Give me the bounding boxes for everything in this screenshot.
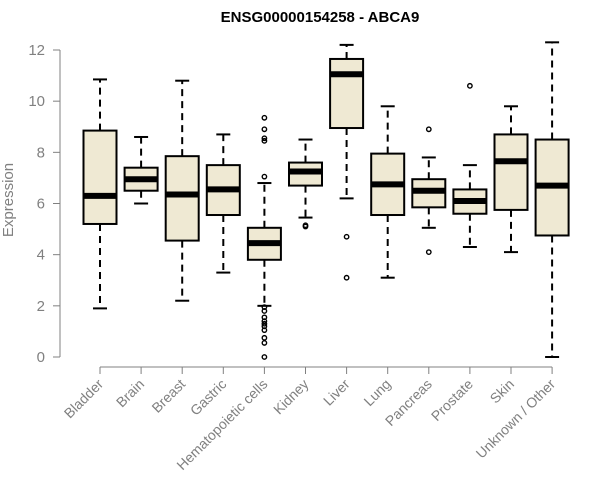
y-tick-label: 0 <box>37 349 45 366</box>
outlier-point <box>425 249 432 256</box>
x-tick-label: Lung <box>360 376 393 409</box>
outlier-point <box>261 114 268 121</box>
y-tick-label: 8 <box>37 144 45 161</box>
outlier-point <box>261 334 268 341</box>
x-tick-label: Skin <box>487 376 518 407</box>
box-group <box>246 114 282 360</box>
outlier-point <box>261 126 268 133</box>
outlier-point <box>261 340 268 346</box>
outlier-point <box>261 137 268 144</box>
box-group <box>329 43 365 281</box>
outlier-point <box>261 354 268 360</box>
outlier-point <box>261 320 268 327</box>
x-tick-label: Kidney <box>270 376 312 418</box>
box-group <box>205 133 241 274</box>
x-tick-label: Bladder <box>61 376 107 422</box>
outlier-point <box>261 173 268 180</box>
box-iqr <box>164 155 200 242</box>
box-group <box>370 105 406 279</box>
box-iqr <box>82 129 118 225</box>
outlier-point <box>425 126 432 133</box>
x-tick-label: Liver <box>320 376 353 409</box>
chart-title: ENSG00000154258 - ABCA9 <box>221 9 420 26</box>
outlier-point <box>261 318 268 325</box>
box-group <box>123 135 159 205</box>
outlier-point <box>261 327 268 334</box>
box-group <box>82 78 118 310</box>
y-tick-label: 6 <box>37 196 45 213</box>
x-tick-label: Breast <box>148 376 188 416</box>
box-iqr <box>329 57 365 130</box>
plot-area <box>82 41 570 360</box>
y-tick-label: 10 <box>28 93 45 110</box>
outlier-point <box>466 82 473 89</box>
y-tick-label: 2 <box>37 298 45 315</box>
outlier-point <box>343 233 350 240</box>
outlier-point <box>343 274 350 281</box>
box-group <box>411 126 447 256</box>
box-group <box>493 105 529 254</box>
outlier-point <box>261 308 268 314</box>
y-tick-label: 4 <box>37 247 45 264</box>
x-tick-label: Brain <box>113 376 147 410</box>
box-group <box>164 79 200 302</box>
outlier-point <box>302 223 309 230</box>
box-group <box>534 41 570 358</box>
y-tick-label: 12 <box>28 42 45 59</box>
box-group <box>452 82 488 248</box>
box-iqr <box>493 133 529 211</box>
outlier-point <box>261 135 268 142</box>
y-axis: 0 2 4 6 8 10 12 <box>28 42 61 366</box>
x-tick-label: Prostate <box>428 376 476 424</box>
y-axis-label: Expression <box>0 163 17 237</box>
box-group <box>288 138 323 230</box>
